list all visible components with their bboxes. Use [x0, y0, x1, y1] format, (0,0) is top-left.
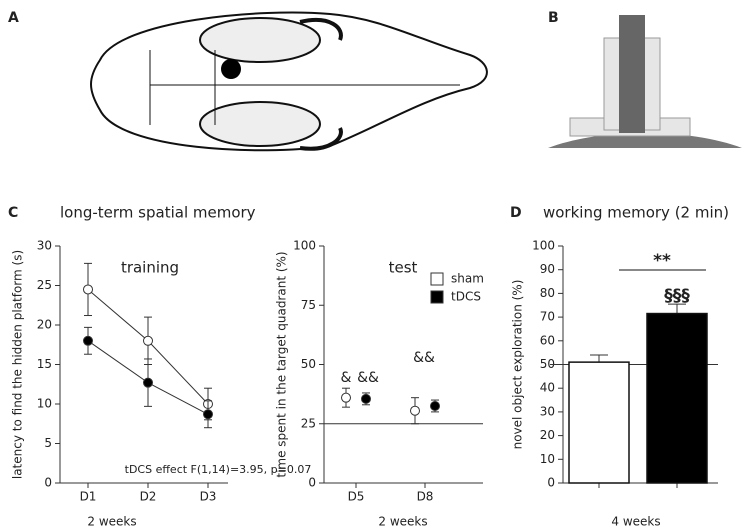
y-tick-label: 50 — [540, 357, 555, 371]
x-axis-label: 2 weeks — [87, 515, 136, 529]
legend-swatch — [430, 290, 444, 304]
x-tick-label: D5 — [348, 490, 365, 504]
y-tick-label: 0 — [547, 476, 555, 490]
x-axis-label: 2 weeks — [378, 515, 427, 529]
y-tick-label: 70 — [540, 310, 555, 324]
y-axis-label: time spent in the target quadrant (%) — [275, 251, 289, 477]
data-point — [83, 284, 93, 295]
annotation: & — [341, 370, 352, 386]
panel-label: C — [8, 205, 18, 221]
data-point — [341, 392, 351, 403]
data-point — [410, 405, 420, 416]
x-tick-label: D1 — [80, 490, 97, 504]
x-tick-label: D3 — [200, 490, 217, 504]
y-tick-label: 30 — [540, 404, 555, 418]
x-tick-label: D2 — [140, 490, 157, 504]
y-tick-label: 0 — [308, 476, 316, 490]
legend-label: sham — [451, 272, 484, 286]
annotation: && — [413, 350, 435, 366]
annotation: ** — [653, 251, 671, 271]
data-point — [143, 377, 153, 388]
y-tick-label: 90 — [540, 262, 555, 276]
legend-swatch — [430, 272, 444, 286]
x-tick-label: D8 — [417, 490, 434, 504]
y-tick-label: 10 — [540, 452, 555, 466]
y-tick-label: 25 — [301, 416, 316, 430]
chart-title: training — [121, 259, 179, 277]
panel-label: B — [548, 10, 559, 26]
y-tick-label: 30 — [37, 239, 52, 253]
y-tick-label: 20 — [37, 318, 52, 332]
y-tick-label: 80 — [540, 286, 555, 300]
electrode-drawing — [548, 15, 742, 148]
bar — [646, 312, 708, 484]
y-tick-label: 20 — [540, 428, 555, 442]
y-tick-label: 5 — [44, 436, 52, 450]
data-point — [361, 393, 371, 404]
y-tick-label: 60 — [540, 333, 555, 347]
y-axis-label: latency to find the hidden platform (s) — [11, 250, 25, 479]
y-axis-label: novel object exploration (%) — [511, 280, 525, 450]
panel-label: D — [510, 205, 522, 221]
data-point — [430, 400, 440, 411]
y-tick-label: 25 — [37, 278, 52, 292]
y-tick-label: 15 — [37, 357, 52, 371]
chart-title: test — [389, 259, 418, 277]
y-tick-label: 0 — [44, 476, 52, 490]
data-point — [83, 335, 93, 346]
y-tick-label: 50 — [301, 357, 316, 371]
annotation: && — [357, 370, 379, 386]
panel-heading: working memory (2 min) — [543, 204, 729, 222]
data-point — [143, 335, 153, 346]
y-tick-label: 75 — [301, 298, 316, 312]
panel-label: A — [8, 10, 19, 26]
panel-heading: long-term spatial memory — [60, 204, 256, 222]
data-point — [203, 409, 213, 420]
legend-label: tDCS — [451, 290, 481, 304]
bar — [568, 361, 630, 484]
y-tick-label: 10 — [37, 397, 52, 411]
y-tick-label: 40 — [540, 381, 555, 395]
y-tick-label: 100 — [293, 239, 316, 253]
annotation: tDCS effect F(1,14)=3.95, p=0.07 — [125, 463, 312, 476]
skull-drawing — [90, 11, 488, 152]
annotation: §§§ — [664, 286, 690, 306]
x-axis-label: 4 weeks — [611, 515, 660, 529]
y-tick-label: 100 — [532, 239, 555, 253]
